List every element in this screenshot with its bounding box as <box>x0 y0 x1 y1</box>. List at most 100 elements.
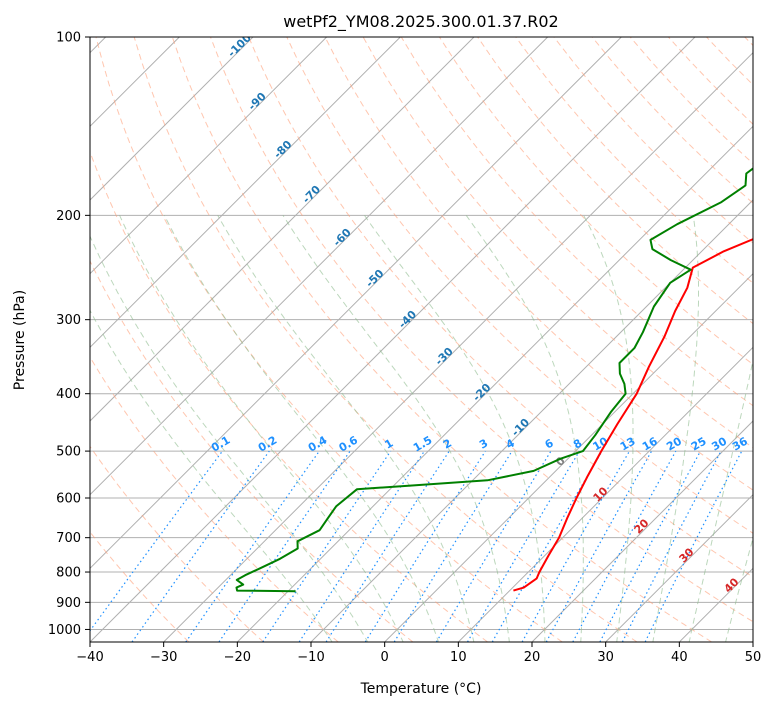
mixing-ratio-line <box>185 450 320 642</box>
y-axis-label: Pressure (hPa) <box>12 290 28 390</box>
dry-adiabat-line <box>324 37 753 491</box>
moist-adiabat-line <box>583 215 634 642</box>
mixing-ratio-label: 3 <box>477 437 490 452</box>
mixing-ratio-line <box>364 450 486 642</box>
x-axis-label: Temperature (°C) <box>360 681 482 697</box>
isotherm-label: -40 <box>396 308 419 331</box>
mixing-ratio-line <box>572 450 677 642</box>
isotherm-line <box>236 125 753 642</box>
moist-adiabat-label: 20 <box>632 516 652 536</box>
mixing-ratio-line <box>90 450 223 632</box>
x-tick-label: 20 <box>524 650 541 665</box>
isotherm-label: -30 <box>433 345 456 368</box>
dry-adiabat-line <box>90 259 414 642</box>
moist-adiabat-line <box>465 215 584 642</box>
mixing-ratio-line <box>545 450 653 642</box>
y-tick-label: 1000 <box>48 623 81 638</box>
y-tick-label: 600 <box>56 492 81 507</box>
axes: −40 −30 −20 −10 0 10 20 30 40 50 100 200 300 400 500 60… <box>48 31 761 666</box>
x-tick-label: 30 <box>597 650 614 665</box>
dry-adiabat-line <box>515 37 753 284</box>
mixing-ratio-line <box>644 450 743 642</box>
mixing-ratio-line <box>435 450 552 642</box>
isotherm-label: -80 <box>271 138 294 161</box>
moist-adiabat-line <box>90 235 369 642</box>
moist-adiabat-line <box>217 215 475 642</box>
dry-adiabat-line <box>248 37 753 578</box>
mixing-ratio-line <box>466 450 580 642</box>
isotherm-label: -20 <box>470 381 493 404</box>
chart-title: wetPf2_YM08.2025.300.01.37.R02 <box>283 12 558 32</box>
moist-adiabat-line <box>652 215 699 642</box>
mixing-ratio-label: 4 <box>504 436 517 451</box>
isotherm-line <box>90 37 622 570</box>
dry-adiabat-line <box>90 356 339 642</box>
isotherm-label: -60 <box>331 226 354 249</box>
mixing-ratio-line <box>521 450 631 642</box>
x-tick-label: 0 <box>381 650 389 665</box>
moist-adiabat-label: 30 <box>677 545 697 565</box>
x-tick-label: −30 <box>150 650 177 665</box>
dry-adiabat-line <box>133 37 638 642</box>
x-tick-label: −20 <box>224 650 251 665</box>
moist-adiabat-line <box>163 215 440 642</box>
x-tick-label: −40 <box>76 650 103 665</box>
mixing-ratio-label: 2 <box>441 437 454 452</box>
isotherm-label: -90 <box>246 90 269 113</box>
dry-adiabat-line <box>90 150 488 642</box>
y-tick-label: 200 <box>56 209 81 224</box>
x-tick-label: 40 <box>671 650 688 665</box>
mixing-ratio-line <box>298 450 425 642</box>
y-tick-label: 500 <box>56 445 81 460</box>
mixing-ratio-line <box>131 450 270 642</box>
dry-adiabat-line <box>706 37 753 86</box>
dry-adiabat-line <box>95 37 563 642</box>
y-tick-label: 400 <box>56 387 81 402</box>
isotherm-line <box>163 51 753 642</box>
mixing-ratio-line <box>599 450 702 642</box>
isotherm-line <box>90 37 254 201</box>
isotherm-line <box>90 37 328 275</box>
mixing-ratio-label: 6 <box>543 436 556 451</box>
dry-adiabat-line <box>90 531 190 642</box>
isotherm-line <box>605 493 753 642</box>
y-tick-label: 300 <box>56 313 81 328</box>
y-tick-label: 100 <box>56 31 81 46</box>
isotherm-label: -50 <box>363 267 386 290</box>
mixing-ratio-line <box>393 450 513 642</box>
isotherm-label: -70 <box>300 183 323 206</box>
temperature-profile-line <box>513 238 753 592</box>
isotherm-line <box>384 272 753 642</box>
isotherm-line <box>678 567 753 642</box>
x-tick-label: 50 <box>745 650 762 665</box>
dry-adiabat-line <box>438 37 753 366</box>
y-tick-label: 900 <box>56 596 81 611</box>
dry-adiabat-line <box>553 37 753 244</box>
moist-adiabat-line <box>119 215 404 642</box>
isotherm-line <box>752 641 753 642</box>
isotherm-line <box>457 346 753 642</box>
isotherm-line <box>90 37 401 349</box>
dry-adiabat-line <box>171 37 712 642</box>
x-tick-label: −10 <box>297 650 324 665</box>
moist-adiabat-line <box>364 215 546 642</box>
plot-area: 0.1 0.2 0.4 0.6 1 1.5 2 3 4 6 8 10 13 16 20 25 30 36-100-… <box>90 31 753 642</box>
dewpoint-profile-line <box>235 167 753 593</box>
dry-adiabat-line <box>210 37 753 623</box>
isotherm-line <box>531 420 753 642</box>
isotherm-label: -10 <box>509 416 532 439</box>
moist-adiabat-line <box>90 309 333 642</box>
dry-adiabat-line <box>90 445 264 642</box>
mixing-ratio-line <box>262 450 392 642</box>
plot-frame <box>89 36 754 643</box>
mixing-ratio-line <box>218 450 351 642</box>
mixing-ratio-line <box>325 450 450 642</box>
isotherm-label: -100 <box>225 31 254 60</box>
isotherm-line <box>90 37 475 422</box>
isotherm-line <box>90 37 696 642</box>
moist-adiabat-label: 10 <box>591 484 611 504</box>
y-tick-label: 800 <box>56 566 81 581</box>
dry-adiabat-line <box>286 37 753 534</box>
y-tick-label: 700 <box>56 531 81 546</box>
